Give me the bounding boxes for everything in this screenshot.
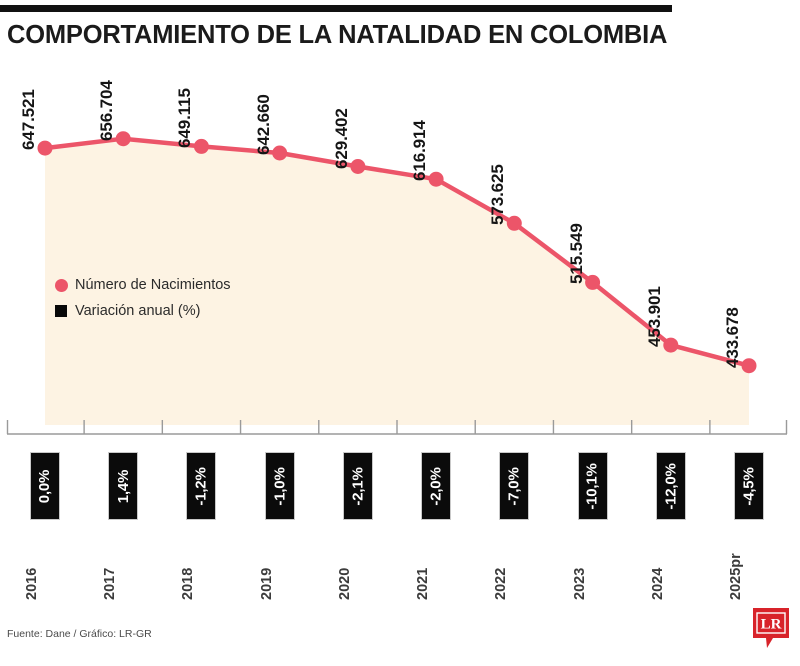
variation-value-text: -12,0%: [662, 462, 680, 510]
variation-value-box: -2,0%: [421, 452, 452, 520]
variation-value-text: -10,1%: [584, 462, 602, 510]
data-point-marker[interactable]: [115, 131, 131, 147]
chart-legend: Número de Nacimientos Variación anual (%…: [55, 272, 231, 324]
variation-value-box: -1,0%: [264, 452, 295, 520]
variation-value-text: 1,4%: [114, 469, 132, 503]
variation-value-text: -4,5%: [740, 466, 758, 506]
series-markers: [37, 131, 757, 374]
line-chart-plot: [0, 80, 800, 425]
variation-value-box: -12,0%: [655, 452, 686, 520]
data-point-marker[interactable]: [428, 171, 444, 187]
x-axis-svg: [6, 420, 788, 435]
legend-label-nacimientos: Número de Nacimientos: [75, 277, 231, 293]
area-fill: [45, 138, 749, 425]
data-point-value-label: 453.901: [644, 286, 664, 348]
variation-value-text: -1,2%: [192, 466, 210, 506]
lr-logo-text: LR: [761, 617, 782, 633]
x-axis-tick-label: 2018: [180, 567, 197, 600]
legend-square-icon: [55, 305, 67, 317]
variation-value-box: -10,1%: [577, 452, 608, 520]
data-point-marker[interactable]: [585, 274, 601, 290]
x-axis-tick-label: 2024: [649, 567, 666, 600]
lr-logo: LR: [753, 608, 789, 648]
data-point-marker[interactable]: [741, 358, 757, 374]
x-axis-tick-label: 2020: [336, 567, 353, 600]
page-title: COMPORTAMIENTO DE LA NATALIDAD EN COLOMB…: [7, 21, 668, 49]
lr-logo-icon: LR: [753, 608, 789, 648]
variation-value-box: 1,4%: [108, 452, 139, 520]
data-point-value-label: 515.549: [566, 223, 586, 285]
data-point-value-label: 433.678: [723, 306, 742, 368]
data-point-marker[interactable]: [272, 145, 288, 161]
variation-value-box: -2,1%: [342, 452, 373, 520]
legend-item-nacimientos: Número de Nacimientos: [55, 272, 231, 298]
legend-item-variacion: Variación anual (%): [55, 298, 231, 324]
variation-value-text: 0,0%: [36, 469, 54, 503]
data-point-marker[interactable]: [663, 337, 679, 353]
chart-svg: [37, 131, 757, 425]
data-point-marker[interactable]: [37, 140, 53, 156]
legend-circle-icon: [55, 278, 68, 292]
variation-value-text: -2,0%: [427, 466, 445, 506]
x-axis-tick-label: 2017: [102, 567, 119, 600]
series-line-nacimientos: [42, 136, 752, 368]
source-note: Fuente: Dane / Gráfico: LR-GR: [7, 628, 152, 640]
variation-value-box: -1,2%: [186, 452, 217, 520]
data-point-value-label: 647.521: [19, 89, 38, 151]
data-point-value-label: 642.660: [253, 94, 273, 155]
data-point-marker[interactable]: [350, 159, 366, 174]
x-axis: [0, 418, 800, 442]
data-point-marker[interactable]: [193, 138, 209, 154]
data-point-value-label: 649.115: [175, 88, 195, 149]
x-axis-tick-label: 2021: [415, 567, 432, 600]
variation-value-box: 0,0%: [30, 452, 60, 520]
variation-value-box: -7,0%: [499, 452, 530, 520]
variation-value-text: -1,0%: [271, 466, 289, 506]
x-axis-tick-label: 2019: [258, 567, 275, 600]
variation-value-box: -4,5%: [734, 452, 764, 520]
legend-label-variacion: Variación anual (%): [75, 303, 201, 319]
top-rule-divider: [0, 5, 672, 12]
data-point-marker[interactable]: [506, 215, 522, 231]
x-axis-tick-label: 2016: [24, 567, 40, 600]
x-axis-tick-label: 2025pr: [728, 553, 744, 600]
data-point-value-label: 573.625: [488, 164, 508, 226]
data-point-value-label: 656.704: [97, 79, 117, 141]
variation-value-text: -7,0%: [505, 466, 523, 506]
data-point-value-label: 616.914: [410, 120, 430, 182]
x-axis-tick-label: 2022: [493, 567, 510, 600]
data-point-value-label: 629.402: [331, 107, 351, 169]
variation-value-text: -2,1%: [349, 466, 367, 506]
x-axis-tick-label: 2023: [571, 567, 588, 600]
